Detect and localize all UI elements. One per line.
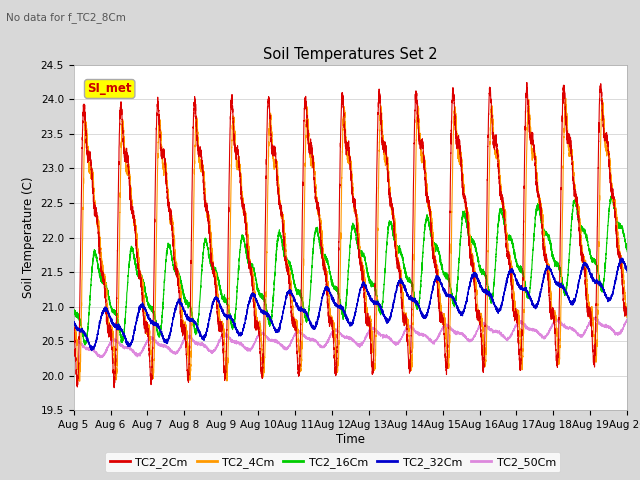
X-axis label: Time: Time [336, 433, 365, 446]
Text: No data for f_TC2_8Cm: No data for f_TC2_8Cm [6, 12, 126, 23]
Title: Soil Temperatures Set 2: Soil Temperatures Set 2 [263, 47, 438, 62]
Legend: TC2_2Cm, TC2_4Cm, TC2_16Cm, TC2_32Cm, TC2_50Cm: TC2_2Cm, TC2_4Cm, TC2_16Cm, TC2_32Cm, TC… [106, 452, 560, 472]
Y-axis label: Soil Temperature (C): Soil Temperature (C) [22, 177, 35, 299]
Text: SI_met: SI_met [88, 83, 132, 96]
